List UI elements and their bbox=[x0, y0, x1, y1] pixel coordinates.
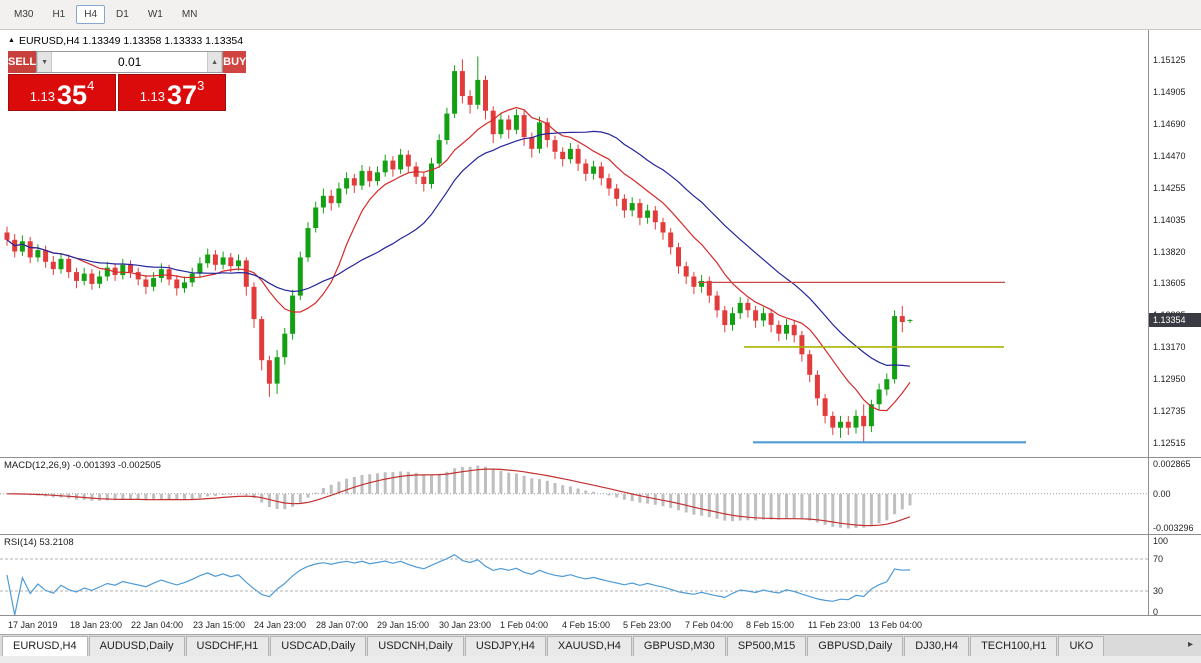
rsi-axis: 100 70 30 0 bbox=[1148, 535, 1201, 615]
chart-title: ▲ EURUSD,H4 1.13349 1.13358 1.13333 1.133… bbox=[8, 35, 243, 47]
buy-price-big: 37 bbox=[167, 80, 198, 111]
time-axis-label: 29 Jan 15:00 bbox=[377, 620, 430, 630]
rsi-axis-label: 100 bbox=[1153, 536, 1169, 546]
time-axis-label: 1 Feb 04:00 bbox=[500, 620, 549, 630]
chart-tab-eurusd-h4[interactable]: EURUSD,H4 bbox=[2, 636, 88, 656]
time-axis-label: 17 Jan 2019 bbox=[8, 620, 58, 630]
price-axis-label: 1.13605 bbox=[1153, 278, 1186, 288]
macd-axis-label: -0.003296 bbox=[1153, 523, 1194, 533]
buy-price-prefix: 1.13 bbox=[139, 89, 166, 104]
chart-tab-gbpusd-m30[interactable]: GBPUSD,M30 bbox=[632, 636, 726, 656]
timeframe-button-mn[interactable]: MN bbox=[181, 9, 198, 20]
price-axis-label: 1.13170 bbox=[1153, 342, 1186, 352]
time-axis-label: 4 Feb 15:00 bbox=[562, 620, 611, 630]
chart-tab-usdchf-h1[interactable]: USDCHF,H1 bbox=[185, 636, 270, 656]
price-axis-label: 1.14255 bbox=[1153, 183, 1186, 193]
price-axis-label: 1.12950 bbox=[1153, 374, 1186, 384]
price-axis-label: 1.15125 bbox=[1153, 55, 1186, 65]
timeframe-toolbar: M30 H1 H4 D1 W1 MN bbox=[0, 0, 1201, 30]
price-axis-label: 1.14470 bbox=[1153, 151, 1186, 161]
time-axis-label: 5 Feb 23:00 bbox=[623, 620, 672, 630]
time-axis: 17 Jan 2019 18 Jan 23:00 22 Jan 04:00 23 Ja… bbox=[0, 615, 1201, 634]
buy-price-button[interactable]: 1.13 37 3 bbox=[118, 74, 226, 111]
timeframe-button-m30[interactable]: M30 bbox=[14, 9, 34, 20]
time-axis-label: 13 Feb 04:00 bbox=[869, 620, 923, 630]
volume-stepper: ▼ ▲ bbox=[36, 51, 224, 73]
chart-tab-sp500-m15[interactable]: SP500,M15 bbox=[726, 636, 807, 656]
rsi-axis-label: 0 bbox=[1153, 607, 1159, 615]
collapse-triangle-icon[interactable]: ▲ bbox=[8, 37, 15, 44]
chart-tab-audusd-daily[interactable]: AUDUSD,Daily bbox=[88, 636, 185, 656]
chart-title-text: EURUSD,H4 1.13349 1.13358 1.13333 1.1335… bbox=[18, 35, 244, 47]
sell-price-prefix: 1.13 bbox=[29, 89, 56, 104]
price-axis-label: 1.12515 bbox=[1153, 438, 1186, 448]
chart-window: 1.15125 1.14905 1.14690 1.14470 1.14255 1.140… bbox=[0, 30, 1201, 634]
time-axis-label: 28 Jan 07:00 bbox=[316, 620, 369, 630]
rsi-axis-label: 30 bbox=[1153, 586, 1164, 596]
time-axis-label: 11 Feb 23:00 bbox=[808, 620, 861, 630]
price-axis-label: 1.14690 bbox=[1153, 119, 1186, 129]
macd-axis-label: 0.00 bbox=[1153, 489, 1171, 499]
time-axis-label: 22 Jan 04:00 bbox=[131, 620, 184, 630]
time-axis-label: 24 Jan 23:00 bbox=[254, 620, 307, 630]
volume-decrease-button[interactable]: ▼ bbox=[37, 52, 53, 72]
bottom-strip bbox=[0, 656, 1201, 663]
chart-tab-usdcnh-daily[interactable]: USDCNH,Daily bbox=[367, 636, 464, 656]
buy-button[interactable]: BUY bbox=[223, 51, 247, 73]
chart-tab-dj30-h4[interactable]: DJ30,H4 bbox=[904, 636, 970, 656]
macd-panel: 0.002865 0.00 -0.003296 MACD(12,26,9) -0.0… bbox=[0, 457, 1201, 534]
price-axis-label: 1.14905 bbox=[1153, 87, 1186, 97]
timeframe-button-w1[interactable]: W1 bbox=[147, 9, 163, 20]
chart-tab-uko[interactable]: UKO bbox=[1058, 636, 1105, 656]
timeframe-button-h1[interactable]: H1 bbox=[52, 9, 66, 20]
sell-price-button[interactable]: 1.13 35 4 bbox=[8, 74, 116, 111]
price-axis-label: 1.14035 bbox=[1153, 215, 1186, 225]
price-chart-canvas[interactable] bbox=[0, 30, 1148, 457]
sell-button[interactable]: SELL bbox=[8, 51, 37, 73]
macd-canvas[interactable] bbox=[0, 458, 1148, 534]
macd-label: MACD(12,26,9) -0.001393 -0.002505 bbox=[4, 460, 161, 471]
price-chart-panel: 1.15125 1.14905 1.14690 1.14470 1.14255 1.140… bbox=[0, 30, 1201, 457]
chart-tabs-bar: EURUSD,H4 AUDUSD,Daily USDCHF,H1 USDCAD,Dai… bbox=[0, 634, 1201, 656]
tabs-scroll-right-icon[interactable]: ▸ bbox=[1187, 639, 1193, 650]
rsi-axis-label: 70 bbox=[1153, 554, 1164, 564]
timeframe-button-h4[interactable]: H4 bbox=[76, 5, 106, 24]
time-axis-label: 7 Feb 04:00 bbox=[685, 620, 734, 630]
time-axis-label: 8 Feb 15:00 bbox=[746, 620, 795, 630]
timeframe-button-d1[interactable]: D1 bbox=[116, 9, 129, 20]
current-price-tag: 1.13354 bbox=[1149, 313, 1201, 327]
rsi-label: RSI(14) 53.2108 bbox=[4, 537, 74, 548]
macd-axis: 0.002865 0.00 -0.003296 bbox=[1148, 458, 1201, 534]
volume-increase-button[interactable]: ▲ bbox=[207, 52, 223, 72]
sell-price-sup: 4 bbox=[87, 78, 95, 93]
time-axis-label: 18 Jan 23:00 bbox=[70, 620, 123, 630]
time-axis-label: 23 Jan 15:00 bbox=[193, 620, 246, 630]
price-axis-label: 1.12735 bbox=[1153, 406, 1186, 416]
time-axis-label: 30 Jan 23:00 bbox=[439, 620, 492, 630]
sell-price-big: 35 bbox=[57, 80, 88, 111]
chart-tab-xauusd-h4[interactable]: XAUUSD,H4 bbox=[546, 636, 632, 656]
rsi-panel: 100 70 30 0 RSI(14) 53.2108 bbox=[0, 534, 1201, 615]
price-axis: 1.15125 1.14905 1.14690 1.14470 1.14255 1.140… bbox=[1148, 30, 1201, 457]
price-axis-label: 1.13820 bbox=[1153, 247, 1186, 257]
chart-tab-gbpusd-daily[interactable]: GBPUSD,Daily bbox=[807, 636, 904, 656]
buy-price-sup: 3 bbox=[197, 78, 205, 93]
chart-tab-usdcad-daily[interactable]: USDCAD,Daily bbox=[270, 636, 367, 656]
chart-tab-usdjpy-h4[interactable]: USDJPY,H4 bbox=[464, 636, 546, 656]
macd-axis-label: 0.002865 bbox=[1153, 459, 1191, 469]
volume-input[interactable] bbox=[52, 52, 208, 72]
chart-tab-tech100-h1[interactable]: TECH100,H1 bbox=[970, 636, 1058, 656]
rsi-canvas[interactable] bbox=[0, 535, 1148, 615]
